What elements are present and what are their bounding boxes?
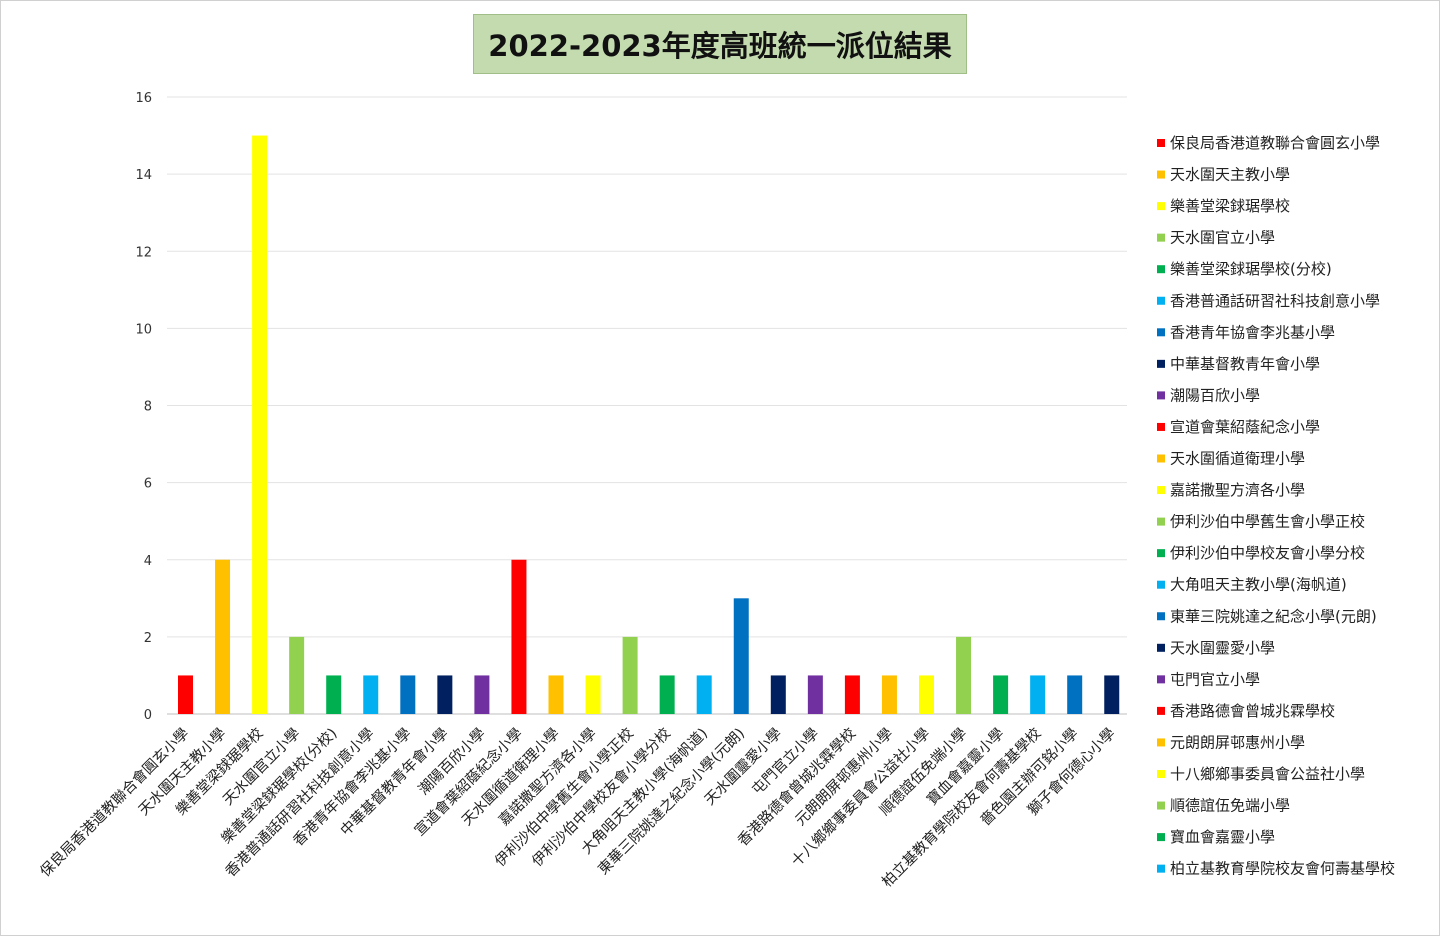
legend-entry: 天水圍循道衛理小學 <box>1170 450 1305 468</box>
legend-swatch <box>1157 580 1165 589</box>
legend-swatch <box>1157 486 1165 495</box>
x-tick-label: 保良局香港道教聯合會圓玄小學 <box>36 724 192 880</box>
legend-entry: 香港路德會曾城兆霖學校 <box>1170 702 1335 720</box>
legend-entry: 順德誼伍免端小學 <box>1170 797 1290 815</box>
bar <box>1030 675 1046 714</box>
legend-swatch <box>1157 328 1165 337</box>
legend-swatch <box>1157 170 1165 179</box>
legend-swatch <box>1157 391 1165 400</box>
bar <box>585 675 601 714</box>
legend-swatch <box>1157 770 1165 778</box>
legend-entry: 十八鄉鄉事委員會公益社小學 <box>1170 765 1365 783</box>
bar <box>844 675 860 714</box>
y-tick-label: 10 <box>135 322 152 337</box>
chart-title-box: 2022-2023年度高班統一派位結果 <box>473 14 967 74</box>
legend-entry: 潮陽百欣小學 <box>1170 386 1260 404</box>
legend-entry: 天水圍靈愛小學 <box>1170 639 1275 657</box>
legend-entry: 香港普通話研習社科技創意小學 <box>1170 292 1380 310</box>
legend-swatch <box>1157 202 1165 211</box>
bar <box>178 675 193 714</box>
y-tick-label: 4 <box>144 554 152 569</box>
legend-swatch <box>1157 864 1165 873</box>
bar <box>363 675 379 714</box>
legend-entry: 天水圍天主教小學 <box>1170 166 1290 184</box>
bar <box>770 675 786 714</box>
legend-entry: 東華三院姚達之紀念小學(元朗) <box>1170 607 1377 625</box>
bar <box>881 675 897 714</box>
chart-title: 2022-2023年度高班統一派位結果 <box>488 29 952 63</box>
legend-entry: 元朗朗屏邨惠州小學 <box>1170 733 1305 751</box>
legend-swatch <box>1157 517 1165 526</box>
bar <box>289 636 305 714</box>
bar <box>474 675 490 714</box>
legend-entry: 伊利沙伯中學舊生會小學正校 <box>1170 513 1365 531</box>
legend-entry: 嘉諾撒聖方濟各小學 <box>1170 481 1305 499</box>
legend-entry: 宣道會葉紹蔭紀念小學 <box>1170 418 1320 436</box>
bar <box>252 135 268 714</box>
legend-swatch <box>1157 549 1165 558</box>
bars <box>178 135 1120 714</box>
legend-entry: 伊利沙伯中學校友會小學分校 <box>1170 544 1365 562</box>
legend-entry: 屯門官立小學 <box>1170 670 1260 688</box>
bar <box>993 675 1009 714</box>
legend-swatch <box>1157 675 1165 684</box>
y-tick-label: 8 <box>144 400 152 415</box>
x-axis-labels: 保良局香港道教聯合會圓玄小學天水圍天主教小學樂善堂梁銶琚學校天水圍官立小學樂善堂… <box>36 724 1119 891</box>
bar <box>733 598 749 714</box>
legend-entry: 樂善堂梁銶琚學校 <box>1170 197 1290 215</box>
legend-swatch <box>1157 833 1165 842</box>
bar <box>1104 675 1120 714</box>
legend-swatch <box>1157 265 1165 274</box>
legend-entry: 大角咀天主教小學(海帆道) <box>1170 576 1347 594</box>
bar <box>622 636 638 714</box>
bar <box>326 675 342 714</box>
legend-entry: 樂善堂梁銶琚學校(分校) <box>1170 260 1332 278</box>
legend-entry: 寶血會嘉靈小學 <box>1170 828 1275 846</box>
legend-swatch <box>1157 139 1165 147</box>
bar <box>659 675 675 714</box>
legend-swatch <box>1157 454 1165 463</box>
gridlines <box>167 96 1127 715</box>
legend-swatch <box>1157 738 1165 747</box>
legend-swatch <box>1157 359 1165 368</box>
bar <box>511 559 527 714</box>
bar <box>919 675 934 714</box>
bar <box>1067 675 1083 714</box>
legend-entry: 香港青年協會李兆基小學 <box>1170 323 1335 341</box>
y-tick-label: 6 <box>144 477 152 492</box>
legend-swatch <box>1157 422 1165 431</box>
bar <box>215 559 231 714</box>
legend-entry: 中華基督教青年會小學 <box>1170 355 1320 373</box>
legend-swatch <box>1157 706 1165 715</box>
bar <box>548 675 564 714</box>
bar <box>437 675 453 714</box>
y-axis-ticks: 0 2 4 6 8 10 12 14 16 <box>135 91 152 723</box>
y-tick-label: 14 <box>135 168 152 183</box>
legend-swatch <box>1157 801 1165 810</box>
bar <box>400 675 416 714</box>
legend: 保良局香港道教聯合會圓玄小學天水圍天主教小學樂善堂梁銶琚學校天水圍官立小學樂善堂… <box>1157 134 1395 878</box>
legend-swatch <box>1157 233 1165 242</box>
bar <box>696 675 712 714</box>
legend-entry: 保良局香港道教聯合會圓玄小學 <box>1170 134 1380 152</box>
legend-swatch <box>1157 296 1165 305</box>
legend-swatch <box>1157 643 1165 652</box>
legend-swatch <box>1157 612 1165 621</box>
bar <box>807 675 823 714</box>
y-tick-label: 0 <box>144 708 152 723</box>
legend-entry: 柏立基教育學院校友會何壽基學校 <box>1170 860 1395 878</box>
y-tick-label: 12 <box>135 245 152 260</box>
legend-entry: 天水圍官立小學 <box>1170 229 1275 247</box>
y-tick-label: 16 <box>135 91 152 106</box>
y-tick-label: 2 <box>144 631 152 646</box>
bar <box>956 636 972 714</box>
